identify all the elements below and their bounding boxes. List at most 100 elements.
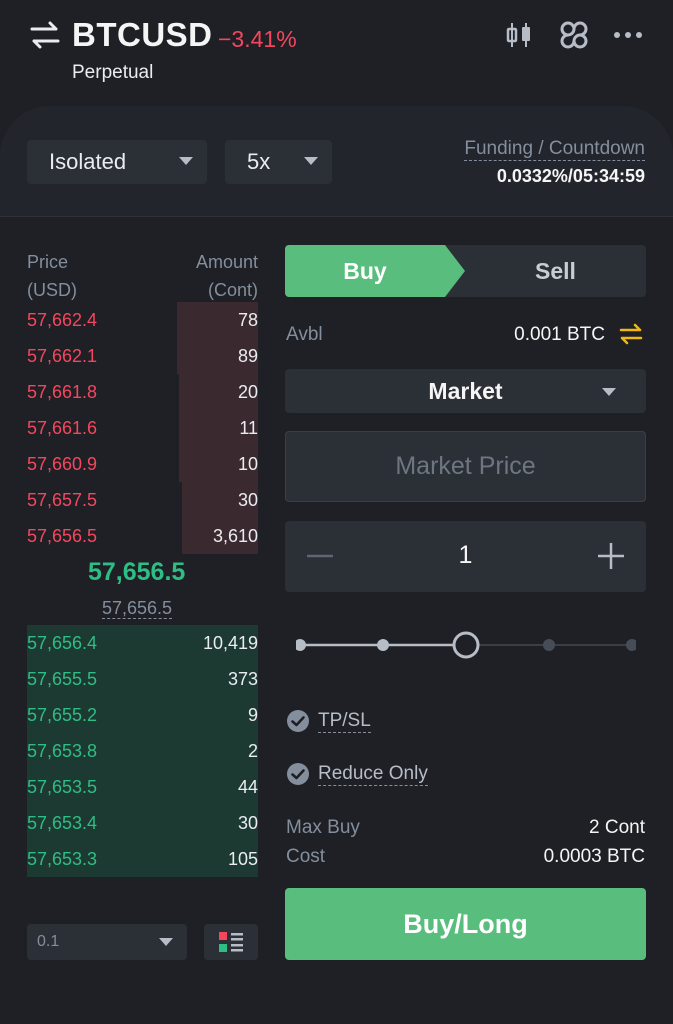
ask-amount: 20 [237,382,258,402]
depth-bar [27,841,258,877]
bid-price: 57,653.3 [27,849,98,869]
symbol-title[interactable]: BTCUSD [72,16,213,53]
bid-amount: 2 [247,741,258,761]
ask-price: 57,656.5 [27,526,98,546]
ask-price: 57,661.8 [27,382,98,402]
cost-value: 0.0003 BTC [543,846,645,867]
bid-amount: 373 [227,669,258,689]
ask-row[interactable]: 57,661.8 20 [27,374,258,410]
ask-price: 57,661.6 [27,418,98,438]
side-tabs: Buy Sell [285,245,646,297]
bid-row[interactable]: 57,653.8 2 [27,733,258,769]
depth-bar [177,302,258,338]
bid-amount: 44 [237,777,258,797]
order-type-label: Market [428,377,503,404]
price-input[interactable]: Market Price [285,431,646,502]
transfer-icon[interactable] [618,322,644,346]
depth-bar [179,410,258,446]
leverage-select[interactable]: 5x [225,140,332,184]
max-buy-value: 2 Cont [589,817,645,838]
tpsl-label: TP/SL [318,709,371,733]
depth-bar [179,446,258,482]
contract-type: Perpetual [72,62,154,83]
mark-price[interactable]: 57,656.5 [102,598,173,619]
bid-price: 57,653.4 [27,813,98,833]
ask-amount: 3,610 [212,526,258,546]
depth-bar [179,374,258,410]
bid-price: 57,655.2 [27,705,98,725]
plus-icon[interactable] [596,541,626,571]
candlestick-chart-icon[interactable] [504,20,536,50]
tab-buy[interactable]: Buy [285,245,465,297]
funding-label[interactable]: Funding / Countdown [464,138,645,161]
bid-row[interactable]: 57,653.5 44 [27,769,258,805]
ask-amount: 10 [237,454,258,474]
ask-amount: 11 [239,418,258,438]
quantity-input[interactable]: 1 [458,541,473,569]
depth-bar [181,482,258,518]
ask-row[interactable]: 57,661.6 11 [27,410,258,446]
header: BTCUSD −3.41% Perpetual [0,0,673,106]
amount-header-line: Amount [195,252,258,272]
orderbook-layout-button[interactable] [204,924,258,960]
last-price: 57,656.5 [88,558,186,586]
chevron-down-icon [304,157,318,165]
depth-bar [27,805,258,841]
tab-sell[interactable]: Sell [535,257,576,284]
reduce-only-checkbox[interactable]: Reduce Only [286,759,428,789]
ask-amount: 78 [237,310,258,330]
bid-price: 57,653.8 [27,741,98,761]
ask-row[interactable]: 57,660.9 10 [27,446,258,482]
buy-long-button[interactable]: Buy/Long [285,888,646,960]
slider-stop [626,639,636,651]
tick-size-select[interactable]: 0.1 [27,924,187,960]
ask-row[interactable]: 57,662.1 89 [27,338,258,374]
order-type-select[interactable]: Market [285,369,646,413]
link-icon[interactable] [558,20,590,50]
depth-bar [27,769,258,805]
bid-row[interactable]: 57,656.4 10,419 [27,625,258,661]
bid-row[interactable]: 57,655.5 373 [27,661,258,697]
margin-mode-select[interactable]: Isolated [27,140,207,184]
check-circle-icon [287,710,309,732]
minus-icon[interactable] [305,541,335,571]
chevron-down-icon [179,157,193,165]
slider-stop [543,639,555,651]
ask-row[interactable]: 57,657.5 30 [27,482,258,518]
amount-slider[interactable] [296,630,636,660]
margin-mode-label: Isolated [49,149,127,174]
ask-price: 57,657.5 [27,490,98,510]
bid-row[interactable]: 57,653.4 30 [27,805,258,841]
ask-price: 57,662.4 [27,310,98,330]
bid-amount: 105 [227,849,258,869]
ask-row[interactable]: 57,656.5 3,610 [27,518,258,554]
available-value: 0.001 BTC [514,324,605,345]
amount-header-unit: (Cont) [207,280,258,300]
slider-stop [296,639,306,651]
chevron-down-icon [159,938,173,946]
layout-icon [219,932,243,952]
tpsl-checkbox[interactable]: TP/SL [286,706,371,736]
bid-row[interactable]: 57,653.3 105 [27,841,258,877]
bid-amount: 30 [237,813,258,833]
depth-bar [181,518,258,554]
depth-bar [27,661,258,697]
bid-row[interactable]: 57,655.2 9 [27,697,258,733]
tick-size-value: 0.1 [37,933,60,950]
swap-icon[interactable] [28,20,62,50]
price-header-line: Price [27,252,69,272]
depth-bar [177,338,258,374]
leverage-label: 5x [247,149,271,174]
bid-amount: 9 [247,705,258,725]
ask-amount: 89 [237,346,258,366]
price-change: −3.41% [218,26,297,52]
max-buy-label: Max Buy [286,817,360,838]
depth-bar [27,697,258,733]
ask-row[interactable]: 57,662.4 78 [27,302,258,338]
available-label: Avbl [286,324,323,345]
cost-label: Cost [286,846,326,867]
bid-amount: 10,419 [202,633,258,653]
more-icon[interactable] [612,20,644,50]
quantity-stepper: 1 [285,521,646,592]
price-header-unit: (USD) [27,280,77,300]
